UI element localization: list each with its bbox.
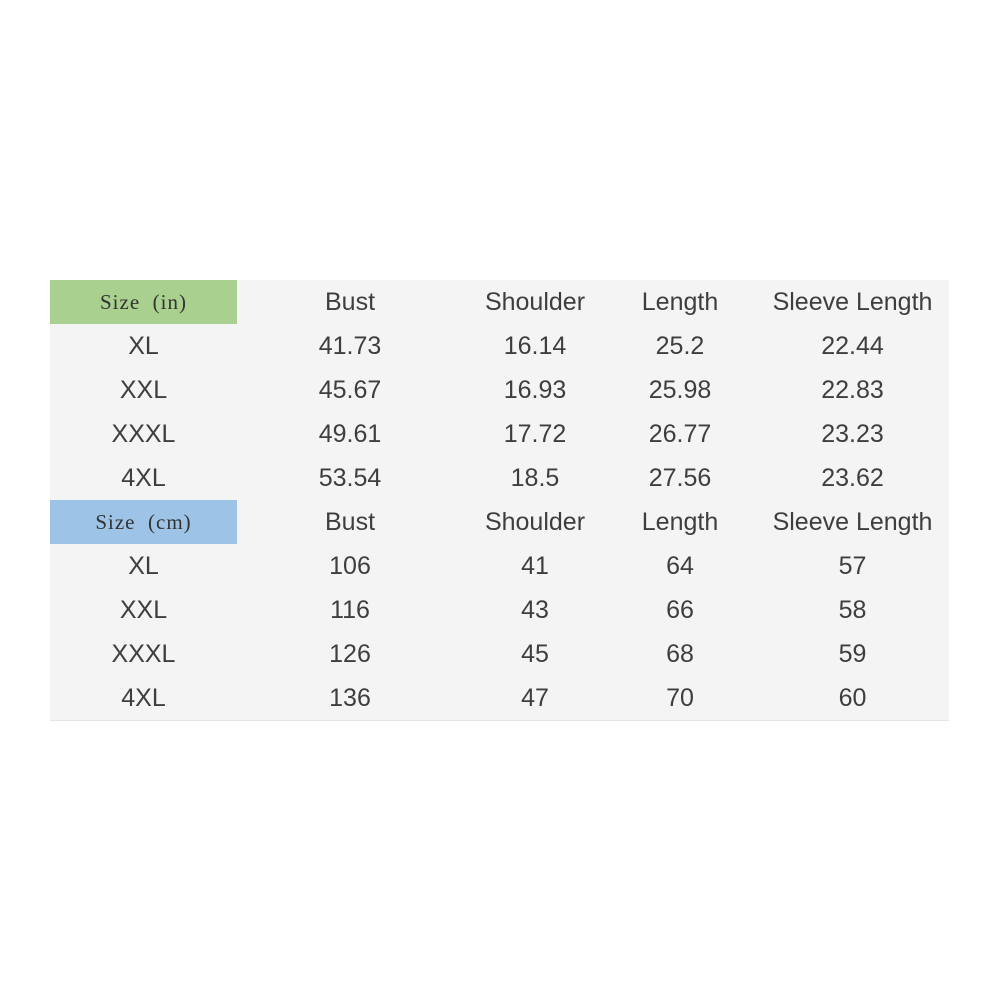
table-row: XXL 116 43 66 58 [50,588,949,632]
size-cell: XL [128,332,159,360]
size-chart: Size (in) Bust Shoulder Length Sleeve Le… [50,280,949,721]
bust-cell: 41.73 [318,332,382,360]
size-cell: XL [128,552,159,580]
sleeve-length-cell: 22.83 [821,376,884,404]
bust-cell: 126 [329,640,371,668]
column-header-shoulder: Shoulder [484,288,586,316]
size-cell: XXL [119,376,168,404]
length-cell: 26.77 [648,420,712,448]
column-header-length: Length [641,288,719,316]
size-cell: XXXL [111,420,176,448]
table-row: XXL 45.67 16.93 25.98 22.83 [50,368,949,412]
shoulder-cell: 43 [521,596,549,624]
shoulder-cell: 16.93 [503,376,567,404]
shoulder-cell: 16.14 [503,332,567,360]
bust-cell: 45.67 [318,376,382,404]
table-row: 4XL 53.54 18.5 27.56 23.62 [50,456,949,500]
length-cell: 25.98 [648,376,712,404]
column-header-shoulder: Shoulder [484,508,586,536]
sleeve-length-cell: 23.23 [821,420,884,448]
bust-cell: 49.61 [318,420,382,448]
length-cell: 64 [666,552,694,580]
sleeve-length-cell: 23.62 [821,464,884,492]
bust-cell: 106 [329,552,371,580]
bust-cell: 53.54 [318,464,382,492]
length-cell: 70 [666,684,694,712]
shoulder-cell: 47 [521,684,549,712]
size-cell: 4XL [121,464,166,492]
size-cell: 4XL [121,684,166,712]
length-cell: 27.56 [648,464,712,492]
length-cell: 66 [666,596,694,624]
sleeve-length-cell: 60 [838,684,867,712]
shoulder-cell: 41 [521,552,549,580]
shoulder-cell: 17.72 [503,420,567,448]
size-table-centimeters: Size (cm) Bust Shoulder Length Sleeve Le… [50,500,949,720]
sleeve-length-cell: 59 [838,640,867,668]
column-header-length: Length [641,508,719,536]
size-unit-label-in: Size (in) [50,280,237,324]
sleeve-length-cell: 57 [838,552,867,580]
column-header-bust: Bust [324,288,376,316]
shoulder-cell: 18.5 [510,464,560,492]
table-row: XXXL 126 45 68 59 [50,632,949,676]
length-cell: 68 [666,640,694,668]
size-cell: XXL [119,596,168,624]
table-row: 4XL 136 47 70 60 [50,676,949,720]
column-header-bust: Bust [324,508,376,536]
sleeve-length-cell: 22.44 [821,332,884,360]
column-header-sleeve-length: Sleeve Length [772,288,933,316]
column-header-sleeve-length: Sleeve Length [772,508,933,536]
bust-cell: 116 [330,596,370,624]
table-header-row: Size (cm) Bust Shoulder Length Sleeve Le… [50,500,949,544]
size-table-inches: Size (in) Bust Shoulder Length Sleeve Le… [50,280,949,500]
length-cell: 25.2 [655,332,705,360]
table-row: XL 106 41 64 57 [50,544,949,588]
bust-cell: 136 [329,684,371,712]
size-cell: XXXL [111,640,176,668]
table-row: XXXL 49.61 17.72 26.77 23.23 [50,412,949,456]
table-header-row: Size (in) Bust Shoulder Length Sleeve Le… [50,280,949,324]
table-row: XL 41.73 16.14 25.2 22.44 [50,324,949,368]
shoulder-cell: 45 [521,640,549,668]
sleeve-length-cell: 58 [838,596,867,624]
size-unit-label-cm: Size (cm) [50,500,237,544]
